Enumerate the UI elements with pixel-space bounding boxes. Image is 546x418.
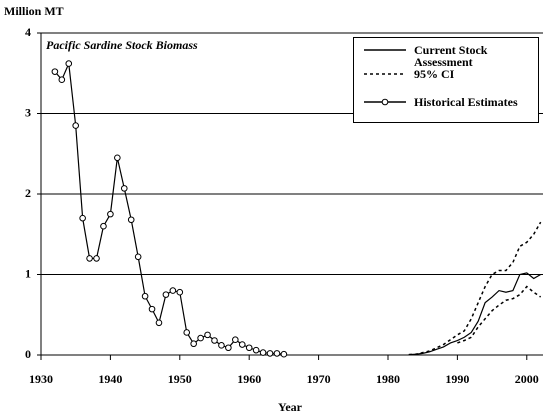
y-tick-label: 1	[25, 266, 31, 280]
marker	[218, 342, 225, 349]
annotation: Pacific Sardine Stock Biomass	[46, 38, 198, 52]
legend-label: 95% CI	[414, 67, 455, 81]
series-line	[408, 272, 541, 356]
marker	[225, 344, 232, 352]
x-axis-label: Year	[278, 400, 303, 414]
legend-swatch	[364, 49, 406, 51]
marker	[86, 255, 93, 262]
marker	[259, 349, 267, 356]
x-tick-label: 1930	[29, 372, 53, 386]
marker	[79, 214, 86, 222]
legend-marker	[381, 98, 389, 106]
legend-swatch	[364, 98, 406, 106]
marker	[211, 337, 218, 344]
marker	[169, 287, 177, 294]
marker	[162, 291, 170, 298]
y-tick-label: 4	[25, 25, 31, 39]
marker	[238, 341, 246, 348]
marker	[280, 350, 288, 358]
marker	[245, 344, 253, 352]
marker	[127, 216, 135, 224]
marker	[58, 76, 66, 83]
marker	[155, 319, 163, 327]
series-line	[408, 221, 542, 356]
marker	[107, 210, 114, 218]
marker	[72, 122, 79, 129]
marker	[141, 292, 149, 300]
marker	[148, 305, 156, 313]
x-tick-label: 1940	[98, 372, 122, 386]
marker	[176, 288, 184, 296]
x-tick-label: 2000	[515, 372, 539, 386]
legend: Current Stock Assessment 95% CI Historical…	[353, 37, 539, 123]
marker	[120, 185, 128, 192]
marker	[134, 253, 142, 261]
marker	[197, 334, 204, 342]
marker	[252, 346, 260, 354]
marker	[190, 340, 197, 348]
legend-swatch	[364, 73, 406, 75]
series-line	[54, 61, 284, 355]
y-tick-label: 0	[25, 347, 31, 361]
marker	[232, 336, 239, 344]
marker	[273, 350, 281, 357]
marker	[183, 329, 191, 336]
marker	[100, 222, 107, 230]
x-tick-label: 1960	[237, 372, 261, 386]
marker	[114, 154, 121, 162]
x-tick-label: 1990	[445, 372, 469, 386]
marker	[93, 255, 100, 262]
marker	[266, 350, 274, 357]
marker	[204, 331, 211, 339]
y-tick-label: 3	[25, 105, 31, 119]
marker	[65, 60, 73, 67]
y-tick-label: 2	[25, 186, 31, 200]
marker	[51, 68, 59, 75]
x-tick-label: 1980	[376, 372, 400, 386]
legend-label: Current Stock Assessment	[414, 43, 488, 69]
series-line	[457, 285, 542, 344]
y-axis-label: Million MT	[4, 4, 64, 18]
legend-label: Historical Estimates	[414, 95, 518, 109]
x-tick-label: 1950	[168, 372, 192, 386]
x-tick-label: 1970	[307, 372, 331, 386]
